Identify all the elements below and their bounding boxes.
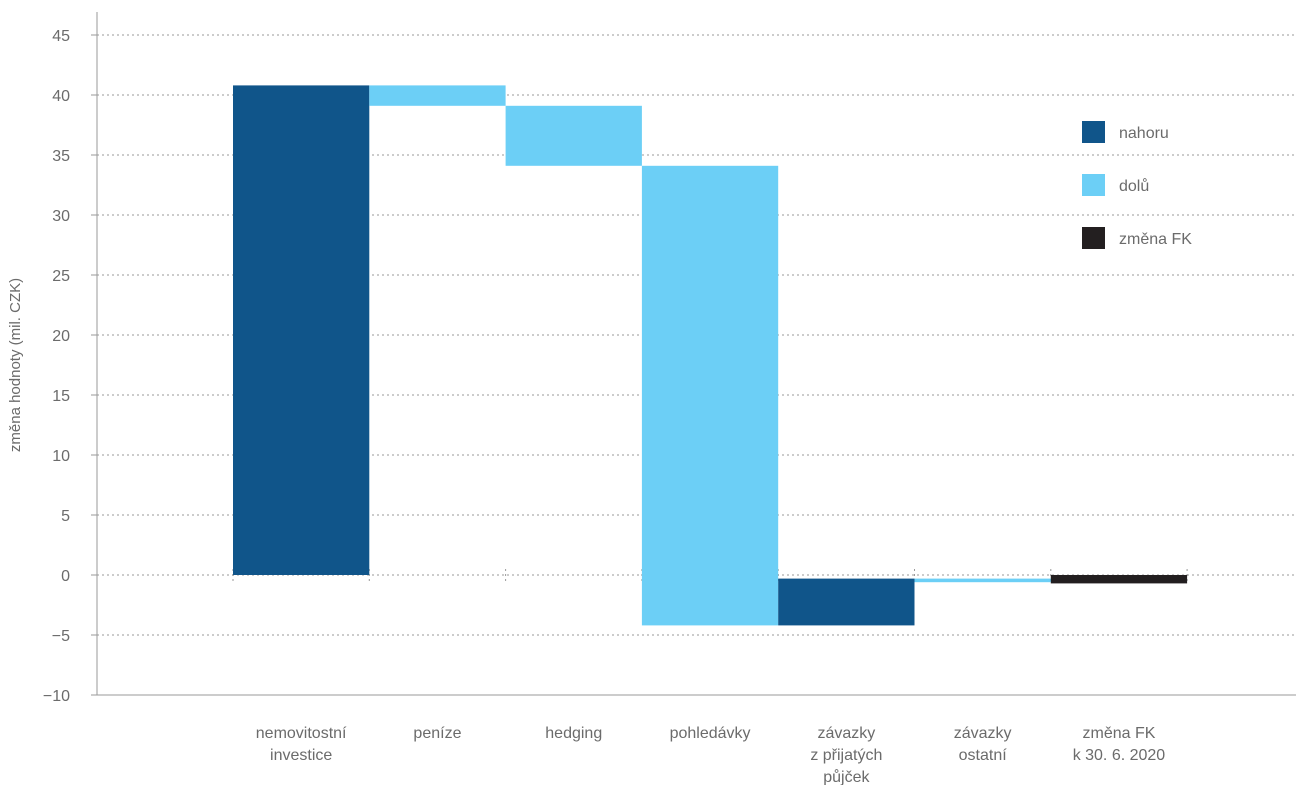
x-category-label: závazky ostatní: [954, 725, 1012, 764]
x-axis-labels: nemovitostní investice peníze hedging pohled…: [256, 725, 1166, 785]
legend-swatch-up: [1082, 121, 1105, 143]
bar-total: [1050, 575, 1188, 584]
y-tick-label: 5: [61, 508, 70, 525]
y-tick-label: 40: [52, 88, 70, 105]
x-category-label: hedging: [545, 725, 602, 742]
y-tick-label: 20: [52, 328, 70, 345]
y-tick-label: −5: [52, 628, 70, 645]
y-tick-label: 30: [52, 208, 70, 225]
x-category-label-line: půjček: [823, 768, 870, 785]
x-category-label-line: závazky: [954, 725, 1012, 742]
legend-label-total: změna FK: [1119, 231, 1192, 248]
x-category-label-line: peníze: [413, 725, 461, 742]
legend-label-up: nahoru: [1119, 125, 1169, 142]
legend-swatch-down: [1082, 174, 1105, 196]
bar-down: [505, 105, 642, 166]
y-axis-label: změna hodnoty (mil. CZK): [7, 278, 24, 452]
x-category-label-line: hedging: [545, 725, 602, 742]
legend-swatch-total: [1082, 227, 1105, 249]
bar-down: [641, 165, 779, 626]
x-category-label-line: z přijatých: [810, 747, 882, 764]
x-category-label-line: změna FK: [1082, 725, 1155, 742]
bar-down: [914, 578, 1051, 583]
bar-down: [369, 85, 506, 106]
y-axis-ticks: 45 40 35 30 25 20 15 10 5 0 −5 −10: [43, 28, 97, 705]
y-tick-label: −10: [43, 688, 70, 705]
y-tick-label: 15: [52, 388, 70, 405]
x-category-label-line: závazky: [817, 725, 875, 742]
x-category-label: změna FK k 30. 6. 2020: [1073, 725, 1166, 764]
x-category-label: nemovitostní investice: [256, 725, 347, 764]
y-tick-label: 25: [52, 268, 70, 285]
bars: [233, 85, 1188, 626]
x-category-label-line: k 30. 6. 2020: [1073, 747, 1166, 764]
x-category-label-line: nemovitostní: [256, 725, 347, 742]
x-category-label: pohledávky: [670, 725, 751, 742]
x-category-label-line: ostatní: [959, 747, 1008, 764]
x-category-label: závazky z přijatých půjček: [810, 725, 882, 785]
legend-label-down: dolů: [1119, 177, 1149, 195]
bar-up: [233, 85, 370, 576]
bar-up: [778, 578, 915, 626]
y-tick-label: 45: [52, 28, 70, 45]
y-tick-label: 10: [52, 448, 70, 465]
legend: nahoru dolů změna FK: [1082, 121, 1192, 249]
x-category-label-line: pohledávky: [670, 725, 751, 742]
y-tick-label: 35: [52, 148, 70, 165]
y-tick-label: 0: [61, 568, 70, 585]
x-category-label-line: investice: [270, 747, 332, 764]
x-category-label: peníze: [413, 725, 461, 742]
